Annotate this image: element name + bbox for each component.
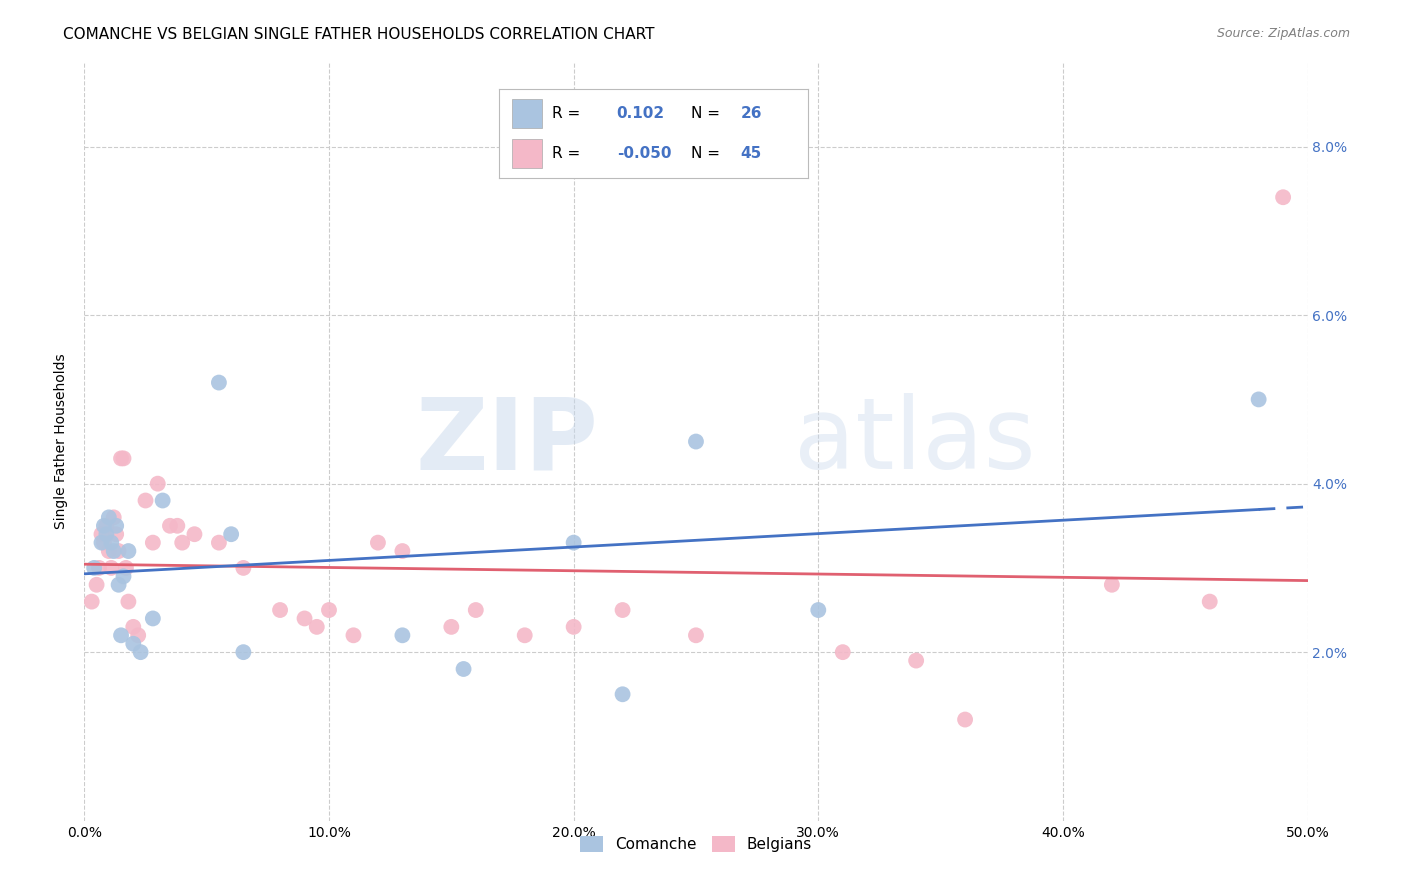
Point [294, 611, 316, 625]
Point [122, 620, 145, 634]
Point [208, 376, 231, 390]
Point [612, 687, 634, 701]
Point [513, 628, 536, 642]
Point [96, 518, 118, 533]
Point [142, 535, 165, 549]
Point [107, 578, 129, 592]
Point [172, 535, 194, 549]
Point [232, 561, 254, 575]
Y-axis label: Single Father Households: Single Father Households [55, 354, 69, 529]
Point [807, 603, 830, 617]
Point [117, 544, 139, 558]
Text: Source: ZipAtlas.com: Source: ZipAtlas.com [1216, 27, 1350, 40]
Point [110, 451, 132, 466]
Point [953, 713, 976, 727]
Point [87, 561, 110, 575]
Point [112, 569, 135, 583]
Point [115, 561, 138, 575]
Point [142, 611, 165, 625]
Point [1101, 578, 1123, 592]
Text: N =: N = [690, 146, 720, 161]
Point [453, 662, 475, 676]
Point [122, 637, 145, 651]
Point [146, 476, 169, 491]
Text: 45: 45 [741, 146, 762, 161]
Text: R =: R = [551, 146, 579, 161]
Point [685, 628, 707, 642]
Text: 26: 26 [741, 106, 762, 120]
Point [232, 645, 254, 659]
Point [97, 510, 120, 524]
Point [90, 535, 112, 549]
Point [90, 527, 112, 541]
Point [93, 518, 115, 533]
Point [1272, 190, 1295, 204]
Point [305, 620, 328, 634]
Legend: Comanche, Belgians: Comanche, Belgians [574, 830, 818, 858]
Point [342, 628, 364, 642]
Point [183, 527, 205, 541]
Text: R =: R = [551, 106, 579, 120]
Bar [512, 99, 543, 128]
Point [562, 620, 585, 634]
Point [269, 603, 291, 617]
Point [100, 561, 122, 575]
Point [80, 594, 103, 608]
Point [440, 620, 463, 634]
Point [105, 518, 128, 533]
Text: atlas: atlas [794, 393, 1035, 490]
Point [159, 518, 181, 533]
Point [831, 645, 853, 659]
Point [391, 628, 413, 642]
Point [219, 527, 242, 541]
Point [318, 603, 340, 617]
Point [612, 603, 634, 617]
Point [105, 527, 128, 541]
Point [127, 628, 149, 642]
Text: N =: N = [690, 106, 720, 120]
Point [905, 654, 928, 668]
Point [93, 535, 115, 549]
Point [152, 493, 174, 508]
Point [208, 535, 231, 549]
Point [166, 518, 188, 533]
Point [110, 628, 132, 642]
Bar [512, 139, 543, 168]
Text: ZIP: ZIP [415, 393, 598, 490]
Point [1247, 392, 1270, 407]
Point [107, 544, 129, 558]
Text: -0.050: -0.050 [617, 146, 671, 161]
Point [103, 510, 125, 524]
Point [562, 535, 585, 549]
Point [129, 645, 152, 659]
Point [103, 544, 125, 558]
Point [112, 451, 135, 466]
Point [464, 603, 486, 617]
Point [117, 594, 139, 608]
Point [97, 544, 120, 558]
Point [685, 434, 707, 449]
Point [83, 561, 105, 575]
Point [391, 544, 413, 558]
Point [86, 578, 108, 592]
Point [1198, 594, 1220, 608]
Text: 0.102: 0.102 [617, 106, 665, 120]
Point [367, 535, 389, 549]
Text: COMANCHE VS BELGIAN SINGLE FATHER HOUSEHOLDS CORRELATION CHART: COMANCHE VS BELGIAN SINGLE FATHER HOUSEH… [63, 27, 655, 42]
Point [96, 527, 118, 541]
Point [135, 493, 157, 508]
Point [100, 535, 122, 549]
